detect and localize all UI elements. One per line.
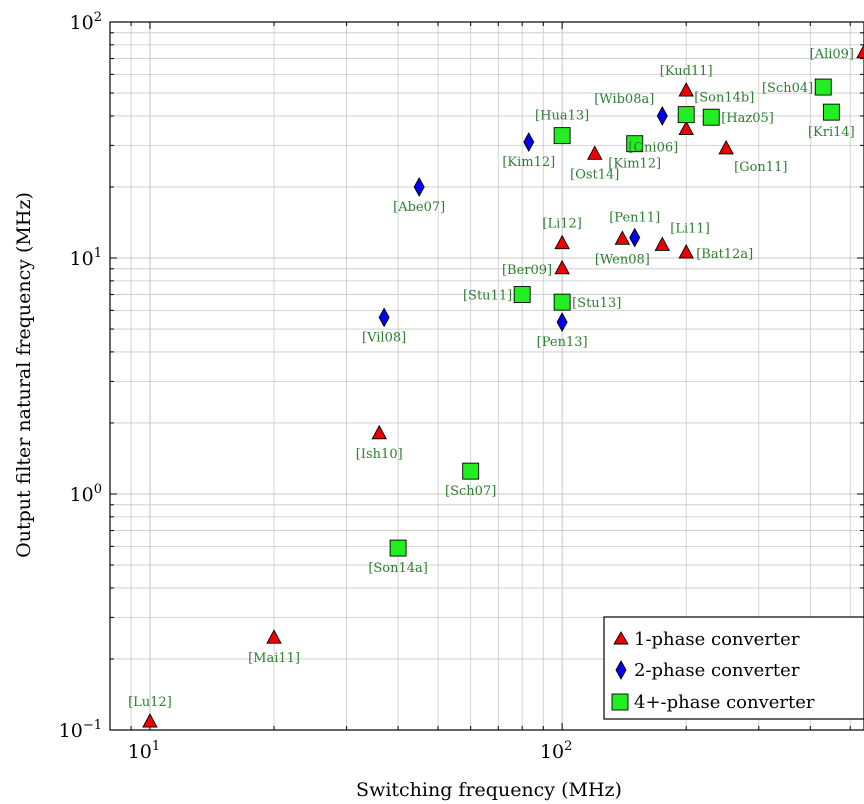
triangle-marker — [678, 82, 694, 97]
diamond-marker — [413, 177, 425, 197]
triangle-marker — [266, 629, 282, 644]
square-marker — [626, 135, 644, 153]
point-label: [Haz05] — [721, 111, 774, 126]
point-label: [Sch04] — [762, 81, 813, 96]
legend-label-1-phase: 1-phase converter — [634, 629, 800, 650]
triangle-marker — [856, 43, 864, 59]
diamond-marker — [629, 227, 641, 248]
minor-grid — [109, 22, 864, 730]
legend-item-2-phase: 2-phase converter — [615, 660, 800, 681]
square-marker — [814, 78, 832, 96]
point-label: [Oni06] — [628, 141, 678, 156]
point-label: [Pen11] — [609, 211, 660, 226]
triangle-marker — [654, 236, 671, 251]
point-label: [Son14b] — [694, 91, 754, 106]
point-label: [Stu11] — [463, 289, 512, 304]
triangle-marker — [371, 424, 387, 440]
x-tick-label: 101 — [128, 739, 160, 763]
point-label: [Sch07] — [445, 484, 496, 499]
y-tick-label: 100 — [70, 482, 102, 506]
legend-label-2-phase: 2-phase converter — [634, 660, 800, 681]
point-label: [Wib08a] — [594, 92, 654, 107]
square-marker — [822, 103, 840, 121]
triangle-marker — [554, 234, 570, 250]
point-label: [Stu13] — [572, 296, 621, 311]
point-label: [Abe07] — [393, 200, 445, 215]
point-label: [Kud11] — [660, 64, 713, 79]
y-axis-title: Output filter natural frequency (MHz) — [13, 192, 35, 558]
legend-item-1-phase: 1-phase converter — [613, 629, 800, 650]
legend-label-4-phase: 4+-phase converter — [634, 692, 815, 713]
plot-frame — [109, 21, 864, 731]
diamond-marker — [556, 312, 568, 333]
square-marker — [702, 108, 720, 126]
legend-item-4-phase: 4+-phase converter — [611, 692, 815, 713]
point-label: [Ish10] — [356, 447, 403, 462]
x-tick-labels: 101 102 — [128, 739, 573, 763]
legend-triangle-icon — [613, 631, 629, 645]
square-marker — [553, 293, 571, 311]
diamond-marker — [656, 105, 668, 126]
square-marker — [513, 286, 531, 304]
point-label: [Kri14] — [808, 125, 855, 140]
diamond-marker — [378, 307, 390, 328]
point-label: [Ber09] — [502, 263, 552, 278]
y-tick-label: 101 — [70, 246, 102, 270]
point-label: [Li11] — [670, 221, 709, 236]
point-label: [Kim12] — [608, 157, 661, 172]
triangle-marker — [678, 244, 694, 259]
point-label: [Ali09] — [810, 47, 854, 62]
point-label: [Gon11] — [734, 160, 787, 175]
point-label: [Wen08] — [595, 252, 650, 267]
square-marker — [462, 462, 480, 480]
point-label: [Bat12a] — [696, 247, 753, 262]
legend-box — [603, 616, 864, 720]
point-label: [Vil08] — [362, 330, 406, 345]
point-label: [Kim12] — [502, 155, 555, 170]
y-tick-label: 102 — [70, 10, 102, 34]
legend: 1-phase converter 2-phase converter 4+-p… — [603, 616, 864, 720]
data-point-labels: [Lu12] [Mai11] [Ish10] [Li12] [Ber09] [Ost14]… — [128, 47, 855, 710]
point-label: [Lu12] — [128, 695, 172, 710]
square-marker — [553, 127, 571, 145]
x-tick-label: 102 — [540, 739, 572, 763]
x-axis-title: Switching frequency (MHz) — [356, 779, 622, 801]
triangle-marker — [718, 139, 734, 155]
triangle-marker — [614, 230, 631, 245]
diamond-marker — [523, 132, 535, 152]
triangle-marker — [142, 713, 158, 728]
triangle-marker — [678, 120, 694, 136]
point-label: [Li12] — [542, 217, 581, 232]
point-label: [Hua13] — [535, 109, 589, 124]
y-tick-labels: 10−1 100 101 102 — [59, 10, 102, 742]
triangle-marker — [587, 145, 603, 160]
axis-ticks — [109, 21, 864, 731]
square-marker — [677, 106, 695, 124]
legend-square-icon — [611, 693, 629, 711]
data-points — [142, 43, 864, 728]
point-label: [Son14a] — [368, 561, 428, 576]
legend-diamond-icon — [615, 660, 627, 680]
y-tick-label: 10−1 — [59, 718, 102, 742]
triangle-marker — [554, 259, 570, 275]
point-label: [Mai11] — [248, 651, 300, 666]
point-label: [Pen13] — [537, 335, 588, 350]
point-label: [Ost14] — [570, 167, 619, 182]
square-marker — [389, 539, 407, 557]
